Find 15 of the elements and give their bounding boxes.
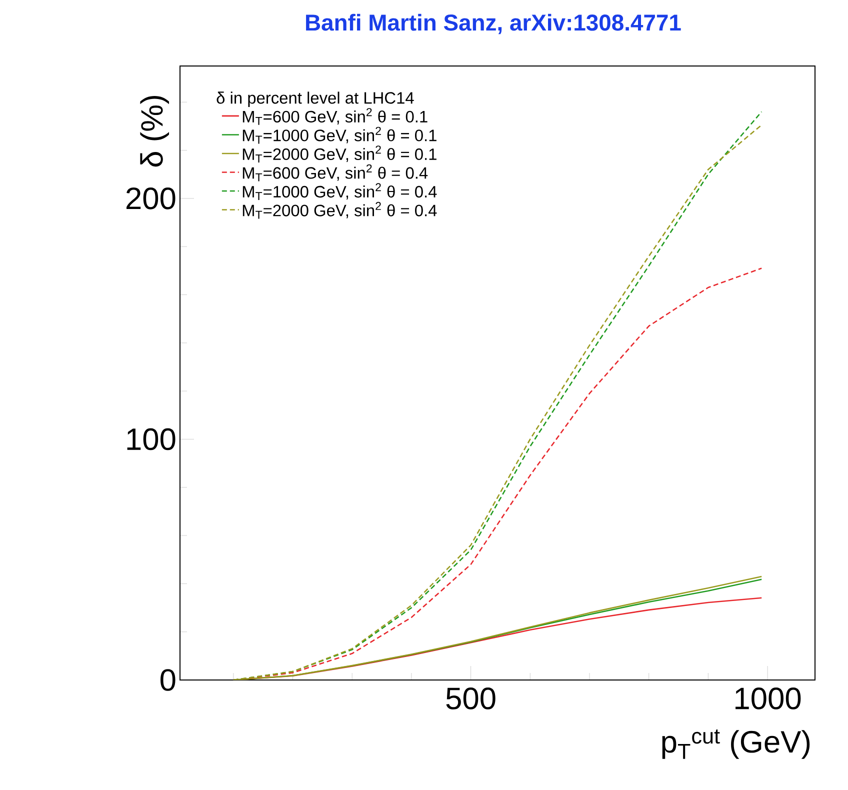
legend-label: M$_{T}$=2000 GeV, sin$^{2}$ θ = 0.4 (242, 202, 437, 219)
y-tick-label: 200 (126, 187, 176, 210)
chart-title: Banfi Martin Sanz, arXiv:1308.4771 (306, 14, 681, 34)
y-tick-label: 100 (127, 428, 176, 450)
legend-label: M$_{T}$=600 GeV, sin$^{2}$ θ = 0.1 (242, 108, 428, 125)
legend-label: M$_{T}$=2000 GeV, sin$^{2}$ θ = 0.1 (242, 146, 436, 162)
legend-label: M$_{T}$=600 GeV, sin$^{2}$ θ = 0.4 (242, 164, 428, 182)
x-tick-label: 1000 (736, 688, 801, 710)
legend-title: δ in percent level at LHC14 (216, 92, 414, 107)
y-axis-title: δ (%) (140, 96, 169, 167)
y-tick-label: 0 (160, 669, 176, 691)
x-axis-title: p$_{T}$$^{cut}$ (GeV) (662, 730, 810, 759)
x-tick-label: 500 (446, 688, 496, 710)
legend-label: M$_{T}$=1000 GeV, sin$^{2}$ θ = 0.1 (242, 126, 436, 144)
legend-label: M$_{T}$=1000 GeV, sin$^{2}$ θ = 0.4 (242, 183, 437, 200)
